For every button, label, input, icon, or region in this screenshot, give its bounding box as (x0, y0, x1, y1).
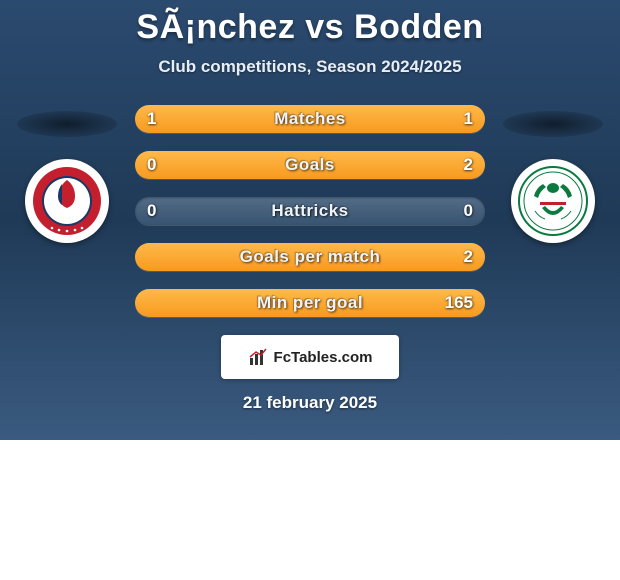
left-side: OLIMPIA (17, 105, 117, 243)
stat-label: Goals (285, 155, 335, 175)
left-club-crest: OLIMPIA (25, 159, 109, 243)
right-player-shadow (503, 111, 603, 137)
stat-value-right: 1 (464, 109, 473, 129)
comparison-date: 21 february 2025 (0, 393, 620, 413)
stat-bar: 0 Hattricks 0 (135, 197, 485, 225)
olimpia-crest-icon: OLIMPIA (32, 166, 102, 236)
right-club-crest (511, 159, 595, 243)
stat-value-right: 165 (445, 293, 473, 313)
marathon-crest-icon (518, 166, 588, 236)
svg-text:OLIMPIA: OLIMPIA (50, 207, 84, 216)
page-title: SÃ¡nchez vs Bodden (0, 8, 620, 47)
stat-label: Goals per match (240, 247, 381, 267)
right-side (503, 105, 603, 243)
page-subtitle: Club competitions, Season 2024/2025 (0, 57, 620, 77)
chart-icon (248, 347, 268, 367)
stat-value-right: 0 (464, 201, 473, 221)
stat-value-right: 2 (464, 155, 473, 175)
content-row: OLIMPIA 1 Matches 1 0 Goals 2 0 Hattricks 0 Goals… (0, 105, 620, 317)
stat-bars: 1 Matches 1 0 Goals 2 0 Hattricks 0 Goals per mat… (135, 105, 485, 317)
brand-text: FcTables.com (274, 349, 373, 366)
stat-value-right: 2 (464, 247, 473, 267)
stat-bar: Goals per match 2 (135, 243, 485, 271)
stat-bar: Min per goal 165 (135, 289, 485, 317)
brand-badge[interactable]: FcTables.com (221, 335, 399, 379)
stat-bar: 1 Matches 1 (135, 105, 485, 133)
stat-value-left: 0 (147, 155, 156, 175)
stat-label: Min per goal (257, 293, 363, 313)
stat-value-left: 0 (147, 201, 156, 221)
stat-label: Matches (274, 109, 346, 129)
stat-value-left: 1 (147, 109, 156, 129)
stat-label: Hattricks (271, 201, 348, 221)
left-player-shadow (17, 111, 117, 137)
stat-bar: 0 Goals 2 (135, 151, 485, 179)
comparison-widget: SÃ¡nchez vs Bodden Club competitions, Se… (0, 0, 620, 440)
